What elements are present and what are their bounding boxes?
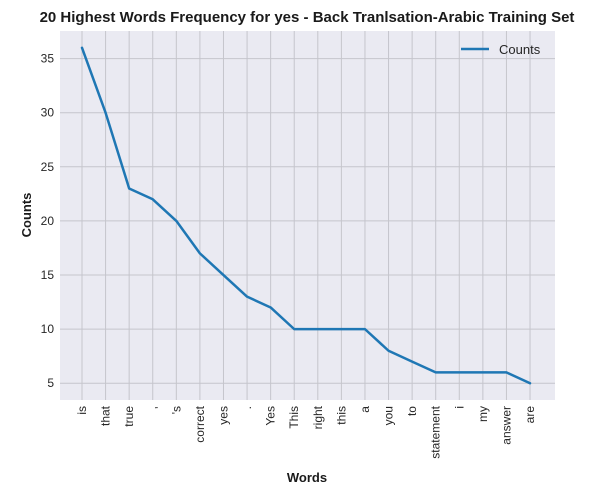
x-axis-label: Words bbox=[287, 470, 327, 485]
y-tick-label: 25 bbox=[41, 160, 55, 174]
x-tick-label: true bbox=[122, 406, 136, 427]
x-tick-label: This bbox=[287, 406, 301, 429]
chart-title: 20 Highest Words Frequency for yes - Bac… bbox=[40, 9, 575, 26]
x-tick-label: 's bbox=[169, 406, 183, 414]
x-tick-label: answer bbox=[499, 406, 513, 445]
y-tick-label: 20 bbox=[41, 214, 55, 228]
y-tick-label: 15 bbox=[41, 268, 55, 282]
legend: Counts bbox=[461, 42, 541, 57]
legend-label-counts: Counts bbox=[499, 42, 541, 57]
x-tick-label: correct bbox=[193, 405, 207, 442]
series-line-counts bbox=[80, 46, 532, 385]
x-tick-label: . bbox=[240, 406, 254, 409]
x-tick-label: to bbox=[405, 406, 419, 416]
x-tick-label: yes bbox=[216, 406, 230, 425]
x-tick-label: right bbox=[311, 405, 325, 429]
x-tick-label: that bbox=[99, 405, 113, 426]
x-tick-label: Yes bbox=[264, 406, 278, 426]
y-axis-label: Counts bbox=[19, 193, 34, 238]
plot-area bbox=[60, 31, 555, 400]
x-tick-label: is bbox=[75, 406, 89, 415]
y-tick-label: 5 bbox=[47, 376, 54, 390]
x-tick-label: you bbox=[382, 406, 396, 425]
y-tick-labels: 5 10 15 20 25 30 35 bbox=[41, 52, 55, 391]
x-tick-label: this bbox=[334, 406, 348, 425]
grid bbox=[60, 31, 555, 400]
x-tick-label: i bbox=[452, 406, 466, 409]
x-tick-label: statement bbox=[429, 405, 443, 458]
x-tick-label: are bbox=[523, 406, 537, 424]
y-tick-label: 10 bbox=[41, 322, 55, 336]
x-tick-label: , bbox=[146, 406, 160, 409]
x-tick-label: my bbox=[476, 406, 490, 422]
x-tick-labels: is that true, 's correct yes. Yes This right this… bbox=[75, 405, 537, 458]
series-layer bbox=[80, 46, 532, 385]
y-tick-label: 35 bbox=[41, 52, 55, 66]
y-tick-label: 30 bbox=[41, 106, 55, 120]
x-tick-label: a bbox=[358, 406, 372, 413]
